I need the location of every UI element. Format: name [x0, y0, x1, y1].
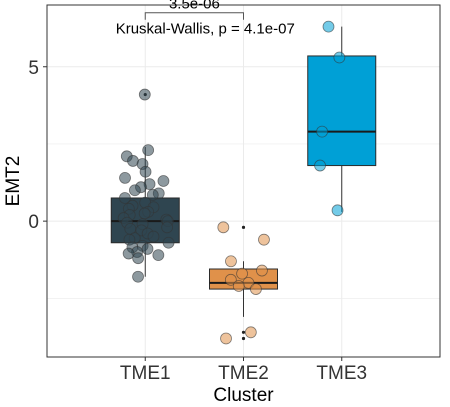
data-point — [139, 165, 152, 178]
data-point — [162, 236, 175, 249]
data-point — [152, 249, 165, 262]
x-tick-label: TME2 — [218, 363, 269, 384]
x-tick-label: TME1 — [120, 363, 171, 384]
box-tme3 — [307, 55, 377, 167]
comparison-p-label: 3.5e-06 — [169, 0, 220, 13]
data-point — [256, 264, 268, 277]
x-axis-title: Cluster — [213, 385, 274, 406]
data-point — [132, 270, 144, 283]
kruskal-wallis-label: Kruskal-Wallis, p = 4.1e-07 — [116, 21, 295, 38]
data-point — [146, 188, 159, 201]
comparison-bracket — [144, 12, 244, 20]
data-point — [129, 184, 141, 197]
y-axis-title: EMT2 — [3, 156, 24, 207]
data-point — [331, 204, 344, 217]
box-outlier — [241, 225, 246, 229]
data-point — [122, 247, 135, 260]
axes: 0 5 TME1 TME2 TME3 — [28, 58, 367, 384]
x-tick-label: TME3 — [316, 363, 367, 384]
box-outlier — [241, 336, 246, 341]
data-point — [258, 233, 270, 246]
data-point — [220, 332, 232, 345]
data-point — [157, 175, 170, 187]
data-point — [119, 172, 131, 184]
data-point — [147, 230, 160, 243]
comparison-brackets: 0.000320.00283.5e-06 — [144, 0, 244, 20]
data-point — [142, 144, 155, 157]
data-point — [217, 221, 230, 234]
data-point — [333, 51, 346, 64]
data-point — [316, 125, 328, 138]
box-outlier — [241, 330, 246, 334]
data-point — [161, 221, 174, 234]
data-point — [138, 88, 151, 101]
data-point — [236, 267, 248, 280]
data-point — [250, 283, 262, 295]
data-point — [314, 159, 326, 172]
data-point — [232, 280, 245, 292]
y-tick-label: 5 — [28, 58, 39, 79]
y-tick-label: 0 — [28, 212, 39, 233]
data-point — [119, 192, 131, 204]
point-layer — [117, 20, 346, 345]
data-point — [322, 20, 335, 33]
data-point — [224, 273, 237, 286]
data-point — [141, 243, 154, 255]
data-point — [132, 252, 145, 265]
data-point — [225, 255, 237, 268]
data-point — [138, 207, 151, 220]
data-point — [244, 326, 257, 339]
